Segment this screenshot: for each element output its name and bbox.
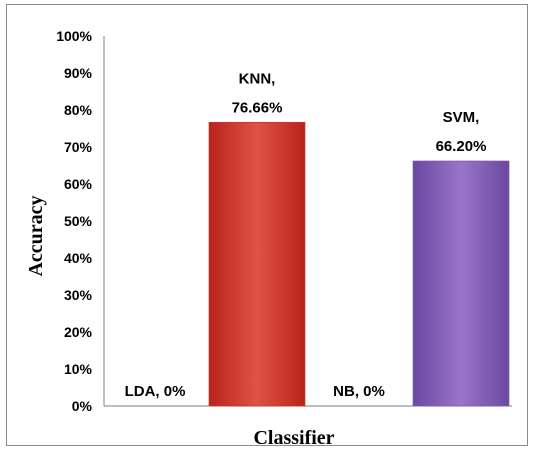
y-tick-label: 90%	[64, 65, 93, 81]
data-label-knn: KNN, 76.66%	[232, 70, 283, 116]
y-tick-label: 30%	[64, 287, 93, 303]
y-tick-label: 60%	[64, 176, 93, 192]
y-tick-label: 50%	[64, 213, 93, 229]
data-label-svm: SVM, 66.20%	[436, 109, 487, 155]
y-tick-label: 10%	[64, 361, 93, 377]
y-tick-label: 80%	[64, 102, 93, 118]
data-label-nb: NB, 0%	[333, 383, 385, 400]
y-tick-label: 70%	[64, 139, 93, 155]
y-tick-labels: 0% 10% 20% 30% 40% 50% 60% 70% 80% 90% 100%	[56, 28, 92, 414]
bar-knn	[208, 121, 306, 407]
y-axis-title: Accuracy	[25, 195, 47, 276]
x-axis-title: Classifier	[253, 427, 334, 449]
y-tick-label: 100%	[56, 28, 92, 44]
y-tick-label: 40%	[64, 250, 93, 266]
y-tick-label: 0%	[72, 398, 93, 414]
bars	[208, 121, 510, 407]
y-tick-label: 20%	[64, 324, 93, 340]
data-label-lda: LDA, 0%	[125, 383, 186, 400]
data-labels: LDA, 0% KNN, 76.66% NB, 0% SVM, 66.20%	[125, 70, 487, 400]
bar-svm	[412, 160, 510, 407]
